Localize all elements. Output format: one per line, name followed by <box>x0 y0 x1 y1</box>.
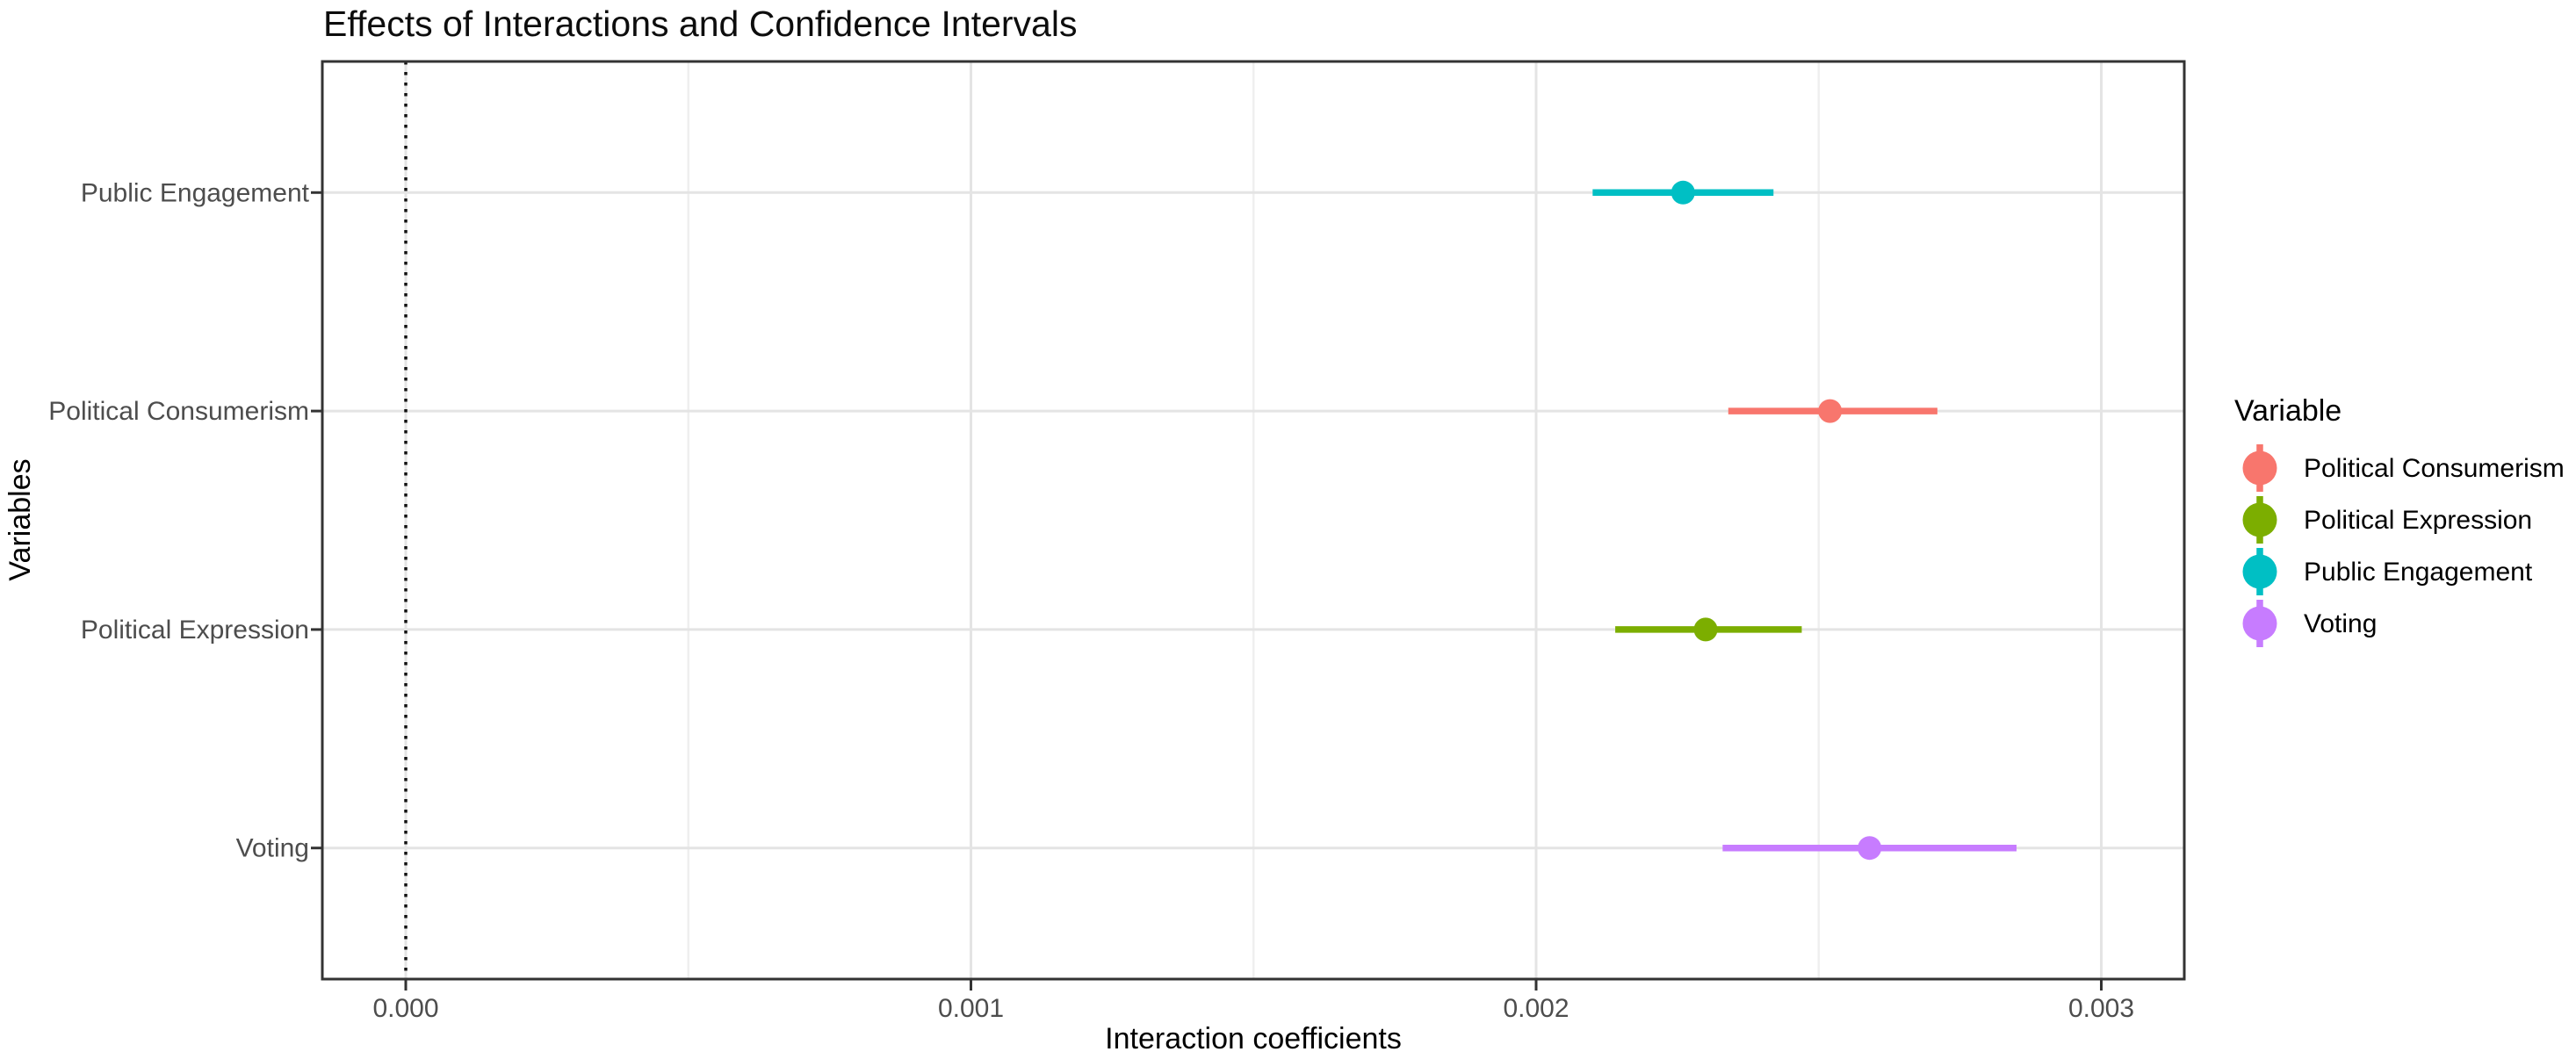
legend-key-point-icon <box>2242 502 2277 537</box>
y-tick-label: Public Engagement <box>81 178 310 207</box>
x-tick-label: 0.003 <box>2068 994 2134 1023</box>
point-estimate <box>1858 836 1882 861</box>
plot-title: Effects of Interactions and Confidence I… <box>323 4 1077 44</box>
y-axis: Public Engagement Political Consumerism Po… <box>48 178 322 863</box>
legend-item-label: Political Expression <box>2304 506 2532 535</box>
legend-item: Public Engagement <box>2242 548 2533 595</box>
x-tick-label: 0.000 <box>372 994 438 1023</box>
legend-key-point-icon <box>2242 450 2277 486</box>
x-axis: 0.000 0.001 0.002 0.003 <box>372 979 2134 1023</box>
legend-item: Political Consumerism <box>2242 444 2565 492</box>
legend: Variable Political ConsumerismPolitical … <box>2234 394 2565 647</box>
legend-item-label: Political Consumerism <box>2304 454 2565 483</box>
y-axis-title: Variables <box>4 458 37 580</box>
point-estimate <box>1670 180 1695 205</box>
gridlines-minor <box>687 61 1820 979</box>
panel-border <box>321 60 2186 981</box>
y-tick-label: Political Expression <box>81 616 309 645</box>
x-axis-title: Interaction coefficients <box>1105 1022 1402 1055</box>
point-estimate <box>1693 617 1718 642</box>
legend-item-label: Voting <box>2304 609 2377 638</box>
point-estimate <box>1818 399 1843 423</box>
y-tick-label: Political Consumerism <box>48 397 309 426</box>
legend-item: Political Expression <box>2242 496 2532 544</box>
y-tick-label: Voting <box>236 834 309 863</box>
legend-item-label: Public Engagement <box>2304 558 2533 587</box>
legend-item: Voting <box>2242 600 2377 647</box>
x-tick-label: 0.001 <box>938 994 1004 1023</box>
legend-key-point-icon <box>2242 554 2277 589</box>
x-tick-label: 0.002 <box>1503 994 1569 1023</box>
legend-title: Variable <box>2234 394 2341 428</box>
legend-items: Political Consumerism Political Expressio… <box>2242 444 2565 647</box>
legend-key-point-icon <box>2242 606 2277 641</box>
pointranges <box>1592 180 2017 861</box>
